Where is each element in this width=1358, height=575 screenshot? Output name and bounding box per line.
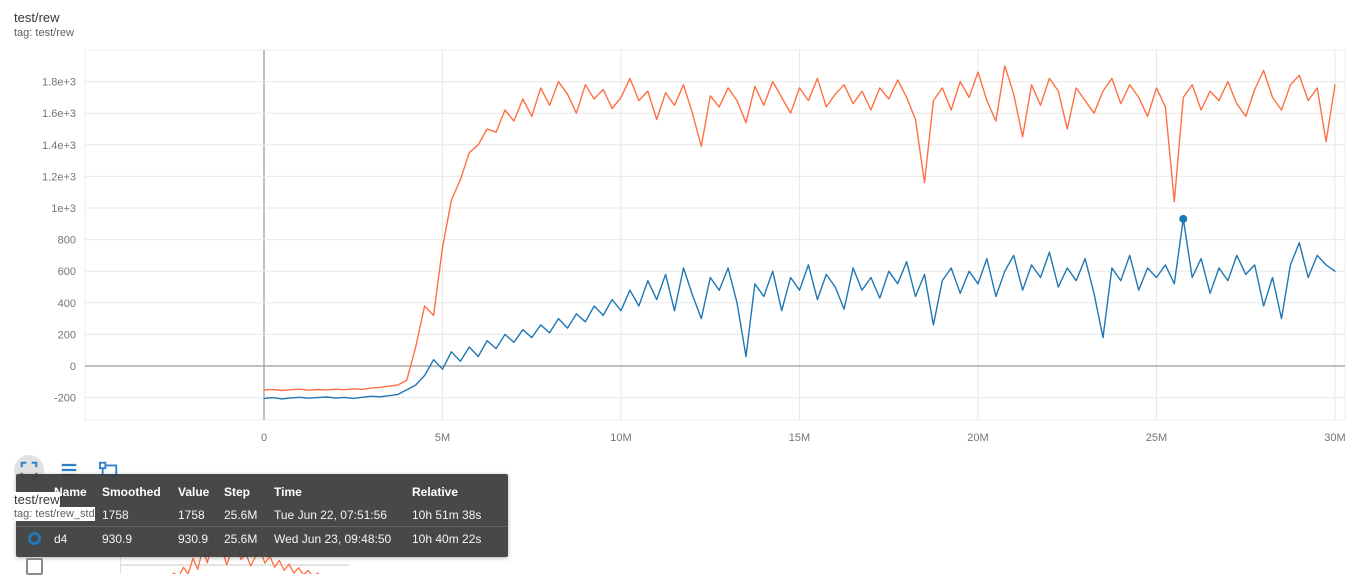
tooltip-cell: 1758 bbox=[178, 507, 205, 522]
svg-text:15M: 15M bbox=[789, 432, 810, 444]
series-swatch-d4 bbox=[28, 532, 41, 545]
chart-title: test/rew bbox=[14, 10, 60, 25]
svg-text:5M: 5M bbox=[435, 432, 450, 444]
svg-text:1.4e+3: 1.4e+3 bbox=[42, 140, 76, 152]
second-chart-header: test/rew_std tag: test/rew_std bbox=[14, 492, 95, 521]
tooltip-cell: 930.9 bbox=[178, 531, 209, 546]
tooltip-header-relative: Relative bbox=[412, 484, 459, 499]
svg-text:1e+3: 1e+3 bbox=[51, 203, 76, 215]
hover-tooltip: Name Smoothed Value Step Time Relative d… bbox=[16, 474, 508, 557]
tooltip-cell: 25.6M bbox=[224, 507, 258, 522]
tooltip-cell: 1758 bbox=[102, 507, 129, 522]
tooltip-header-value: Value bbox=[178, 484, 210, 499]
tooltip-header-row: Name Smoothed Value Step Time Relative bbox=[16, 480, 508, 503]
svg-text:1.6e+3: 1.6e+3 bbox=[42, 108, 76, 120]
svg-text:1.2e+3: 1.2e+3 bbox=[42, 171, 76, 183]
svg-text:1.8e+3: 1.8e+3 bbox=[42, 77, 76, 89]
svg-text:-200: -200 bbox=[54, 393, 76, 405]
tooltip-header-name: Name bbox=[54, 484, 87, 499]
scalar-line-chart[interactable]: 0 5M 10M 15M 20M 25M 30M -200 0 200 400 600 800 1e+3 1… bbox=[0, 0, 1358, 450]
tooltip-header-smoothed: Smoothed bbox=[102, 484, 161, 499]
tooltip-cell: d4 bbox=[54, 531, 68, 546]
card-checkbox[interactable] bbox=[26, 558, 43, 575]
second-chart-tag: tag: test/rew_std bbox=[14, 507, 95, 521]
tooltip-cell: 10h 40m 22s bbox=[412, 531, 482, 546]
svg-text:0: 0 bbox=[261, 432, 267, 444]
svg-text:800: 800 bbox=[58, 235, 76, 247]
tooltip-row: d4 930.9 930.9 25.6M Wed Jun 23, 09:48:50 10h… bbox=[16, 526, 508, 550]
expand-icon bbox=[20, 461, 38, 479]
tooltip-header-time: Time bbox=[274, 484, 302, 499]
chart-tag: tag: test/rew bbox=[14, 27, 74, 39]
svg-text:10M: 10M bbox=[610, 432, 631, 444]
svg-text:30M: 30M bbox=[1324, 432, 1345, 444]
tooltip-cell: Wed Jun 23, 09:48:50 bbox=[274, 531, 392, 546]
tooltip-cell: 930.9 bbox=[102, 531, 133, 546]
tooltip-cell: 10h 51m 38s bbox=[412, 507, 482, 522]
chart-card-header: test/rew tag: test/rew bbox=[14, 10, 74, 40]
svg-text:400: 400 bbox=[58, 298, 76, 310]
tooltip-header-step: Step bbox=[224, 484, 251, 499]
svg-text:0: 0 bbox=[70, 361, 76, 373]
svg-text:200: 200 bbox=[58, 329, 76, 341]
svg-text:25M: 25M bbox=[1146, 432, 1167, 444]
second-chart-title: test/rew_std bbox=[14, 492, 60, 507]
tooltip-cell: Tue Jun 22, 07:51:56 bbox=[274, 507, 387, 522]
svg-text:20M: 20M bbox=[967, 432, 988, 444]
svg-text:600: 600 bbox=[58, 266, 76, 278]
tooltip-swatch-cell bbox=[28, 532, 54, 545]
tooltip-cell: 25.6M bbox=[224, 531, 258, 546]
